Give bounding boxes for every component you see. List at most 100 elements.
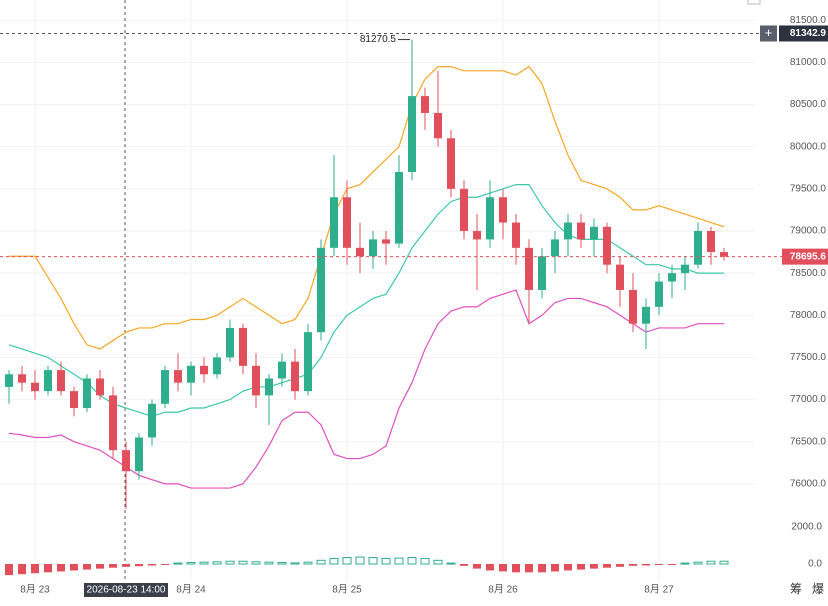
y-tick-label: 77500.0 [790, 352, 827, 363]
macd-bar [603, 564, 611, 568]
macd-bar [433, 559, 443, 565]
macd-bar [381, 557, 391, 565]
candle-body [551, 239, 559, 257]
candle-body [681, 264, 689, 274]
macd-bar [96, 564, 104, 569]
candle-body [265, 378, 273, 396]
candle-body [18, 374, 26, 383]
macd-bar [706, 560, 716, 565]
tool-button[interactable]: 筹 [790, 582, 802, 596]
candle-body [629, 289, 637, 324]
macd-bar [551, 564, 559, 572]
macd-bar [499, 564, 507, 572]
macd-bar [590, 564, 598, 569]
candle-body [57, 370, 65, 392]
candle-body [317, 247, 325, 333]
candle-body [70, 391, 78, 408]
macd-bar [577, 564, 585, 570]
candle-body [135, 437, 143, 472]
macd-bar [303, 561, 313, 565]
y-tick-label: 79500.0 [790, 183, 827, 194]
y-tick-label: 81500.0 [790, 15, 827, 26]
toolbar-icon[interactable] [747, 0, 761, 5]
band-line [9, 65, 725, 350]
macd-bar [316, 559, 326, 565]
macd-bar [538, 564, 546, 573]
macd-bar [199, 561, 209, 565]
macd-bar [642, 564, 650, 566]
candle-body [473, 230, 481, 240]
crosshair-add-button[interactable] [760, 25, 777, 42]
candle-body [577, 222, 585, 240]
candle-body [213, 357, 221, 375]
y-tick-label: 81000.0 [790, 57, 827, 68]
macd-bar [368, 557, 378, 565]
macd-bar [31, 564, 39, 574]
macd-bar [173, 562, 183, 565]
candle-body [616, 264, 624, 290]
candle-body [239, 327, 247, 366]
y-tick-label: 80000.0 [790, 141, 827, 152]
candle-body [343, 197, 351, 248]
candle-body [408, 96, 416, 172]
macd-bar [512, 564, 520, 573]
candle-body [512, 222, 520, 248]
macd-bar [629, 564, 637, 566]
candle-body [434, 112, 442, 139]
macd-bar [238, 560, 248, 565]
candle-body [369, 239, 377, 257]
tool-button[interactable]: 爆 [812, 582, 824, 596]
x-tick-label: 8月 27 [644, 584, 674, 596]
candle-body [564, 222, 572, 240]
macd-bar [460, 564, 468, 566]
macd-bar [668, 564, 676, 566]
macd-bar [57, 564, 65, 572]
x-tick-label: 8月 23 [20, 584, 50, 596]
y-tick-label: 79000.0 [790, 226, 827, 237]
candle-body [96, 378, 104, 396]
candle-body [460, 188, 468, 231]
candle-body [252, 365, 260, 396]
macd-bar [355, 556, 365, 565]
candle-body [603, 226, 611, 265]
candle-body [187, 365, 195, 383]
crosshair-price: 81342.9 [790, 28, 827, 39]
macd-bar [446, 562, 456, 565]
candle-body [44, 370, 52, 392]
macd-bar [564, 564, 572, 571]
candle-body [655, 281, 663, 307]
macd-bar [109, 564, 117, 568]
crosshair-price-box [779, 25, 828, 42]
last-price-label: 78695.6 [790, 251, 827, 262]
macd-bar [616, 564, 624, 567]
candle-body [278, 361, 286, 379]
macd-bar [225, 560, 235, 565]
macd-bar [407, 557, 417, 565]
high-label: 81270.5 [360, 34, 397, 45]
band-line [8, 184, 724, 418]
candle-body [486, 197, 494, 240]
candle-body [395, 171, 403, 244]
macd-bar [486, 564, 494, 571]
candle-body [707, 230, 715, 253]
candle-body [694, 230, 702, 265]
last-price-box [782, 248, 828, 265]
band-line [8, 289, 724, 489]
macd-bar [680, 562, 690, 565]
macd-bar [212, 561, 222, 565]
macd-bar [342, 557, 352, 565]
candle-body [421, 96, 429, 113]
macd-bar [719, 560, 729, 565]
macd-bar [161, 564, 169, 566]
candle-body [31, 382, 39, 392]
y-tick-label: 2000.0 [791, 522, 822, 533]
crosshair-add-icon: + [765, 25, 773, 40]
candle-body [148, 403, 156, 438]
y-tick-label: 78500.0 [790, 268, 827, 279]
crosshair-time: 2026-08-23 14:00 [87, 585, 166, 596]
candle-body [83, 378, 91, 408]
candle-body [304, 332, 312, 392]
candle-body [447, 138, 455, 189]
macd-bar [473, 564, 481, 569]
macd-bar [83, 564, 91, 570]
